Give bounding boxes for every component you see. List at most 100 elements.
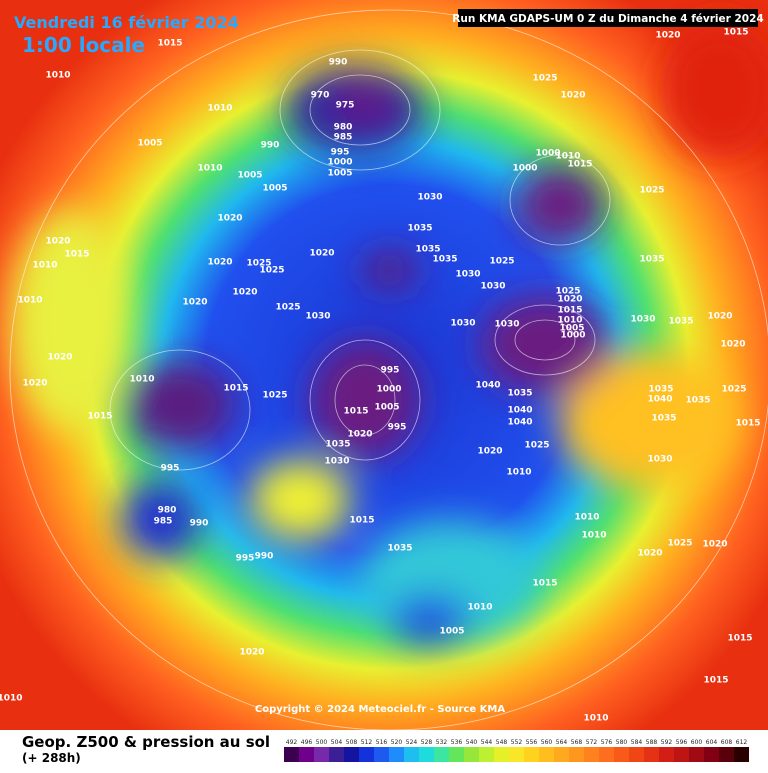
colorbar-swatch: [524, 747, 539, 762]
isobar-label: 1010: [506, 468, 531, 478]
colorbar-swatch: [554, 747, 569, 762]
isobar-label: 1015: [349, 516, 374, 526]
colorbar-label: 556: [526, 739, 538, 746]
isobar-label: 1040: [507, 406, 532, 416]
colorbar-label: 500: [316, 739, 328, 746]
isobar-label: 995: [388, 423, 407, 433]
isobar-label: 1030: [324, 457, 349, 467]
colorbar-swatch: [734, 747, 749, 762]
isobar-label: 1040: [507, 418, 532, 428]
isobar-label: 1020: [45, 237, 70, 247]
isobar-label: 1020: [22, 379, 47, 389]
isobar-label: 1015: [64, 250, 89, 260]
colorbar-label: 596: [676, 739, 688, 746]
isobar-label: 1030: [480, 282, 505, 292]
colorbar-label: 584: [631, 739, 643, 746]
isobar-label: 1000: [327, 158, 352, 168]
colorbar-swatch: [359, 747, 374, 762]
isobar-label: 1020: [557, 295, 582, 305]
colorbar-swatch: [299, 747, 314, 762]
colorbar-label: 568: [571, 739, 583, 746]
isobar-label: 1015: [735, 419, 760, 429]
colorbar-label: 580: [616, 739, 628, 746]
isobar-label: 985: [334, 133, 353, 143]
isobar-label: 1035: [325, 440, 350, 450]
colorbar-label: 492: [286, 739, 298, 746]
colorbar-swatch: [689, 747, 704, 762]
isobar-label: 1025: [246, 259, 271, 269]
colorbar-swatch: [434, 747, 449, 762]
isobar-label: 1030: [305, 312, 330, 322]
isobar-label: 1005: [327, 169, 352, 179]
isobar-label: 1030: [450, 319, 475, 329]
colorbar-label: 560: [541, 739, 553, 746]
isobar-label: 1010: [129, 375, 154, 385]
isobar-label: 990: [261, 141, 280, 151]
colorbar-label: 552: [511, 739, 523, 746]
isobar-label: 1030: [647, 455, 672, 465]
isobar-label: 990: [329, 58, 348, 68]
colorbar-label: 496: [301, 739, 313, 746]
isobar-label: 1015: [87, 412, 112, 422]
colorbar-label: 612: [736, 739, 748, 746]
isobar-label: 1010: [583, 714, 608, 724]
isobar-label: 1010: [197, 164, 222, 174]
isobar-label: 1025: [489, 257, 514, 267]
colorbar-swatch: [374, 747, 389, 762]
isobar-label: 975: [336, 101, 355, 111]
isobar-label: 1015: [157, 39, 182, 49]
isobar-label: 1020: [560, 91, 585, 101]
colorbar-swatch: [629, 747, 644, 762]
isobar-label: 1030: [630, 315, 655, 325]
isobar-label: 1020: [207, 258, 232, 268]
isobar-label: 1020: [182, 298, 207, 308]
isobar-label: 995: [236, 554, 255, 564]
colorbar-swatch: [404, 747, 419, 762]
colorbar-label: 512: [361, 739, 373, 746]
colorbar-label: 520: [391, 739, 403, 746]
colorbar-swatch: [539, 747, 554, 762]
isobar-label: 1020: [47, 353, 72, 363]
isobar-label: 1035: [668, 317, 693, 327]
colorbar-swatch: [449, 747, 464, 762]
colorbar-swatch: [344, 747, 359, 762]
isobar-label: 1010: [581, 531, 606, 541]
isobar-label: 1020: [655, 31, 680, 41]
colorbar-swatch: [419, 747, 434, 762]
colorbar-swatch: [284, 747, 299, 762]
isobar-label: 1005: [374, 403, 399, 413]
isobar-label: 1020: [637, 549, 662, 559]
isobar-label: 1000: [376, 385, 401, 395]
isobar-label: 1025: [275, 303, 300, 313]
colorbar-swatch: [599, 747, 614, 762]
colorbar-swatch: [314, 747, 329, 762]
isobar-label: 1015: [567, 160, 592, 170]
isobar-label: 1030: [417, 193, 442, 203]
isobar-label: 1000: [512, 164, 537, 174]
isobar-label: 1010: [32, 261, 57, 271]
isobar-label: 1010: [45, 71, 70, 81]
isobar-label: 1015: [723, 28, 748, 38]
colorbar-label: 604: [706, 739, 718, 746]
colorbar-swatch: [494, 747, 509, 762]
isobar-label: 990: [255, 552, 274, 562]
isobar-label: 1025: [262, 391, 287, 401]
colorbar-label: 572: [586, 739, 598, 746]
colorbar-label: 528: [421, 739, 433, 746]
colorbar-swatch: [659, 747, 674, 762]
isobar-label: 1010: [207, 104, 232, 114]
colorbar-swatch: [674, 747, 689, 762]
colorbar-label: 536: [451, 739, 463, 746]
isobar-label: 1035: [432, 255, 457, 265]
isobar-label: 1005: [137, 139, 162, 149]
isobar-label: 1035: [415, 245, 440, 255]
isobar-label: 1020: [217, 214, 242, 224]
isobar-label: 1035: [507, 389, 532, 399]
isobar-label: 1035: [387, 544, 412, 554]
isobar-label: 1005: [439, 627, 464, 637]
isobar-label: 995: [381, 366, 400, 376]
colorbar-swatch: [479, 747, 494, 762]
colorbar-label: 524: [406, 739, 418, 746]
isobar-label: 1005: [262, 184, 287, 194]
